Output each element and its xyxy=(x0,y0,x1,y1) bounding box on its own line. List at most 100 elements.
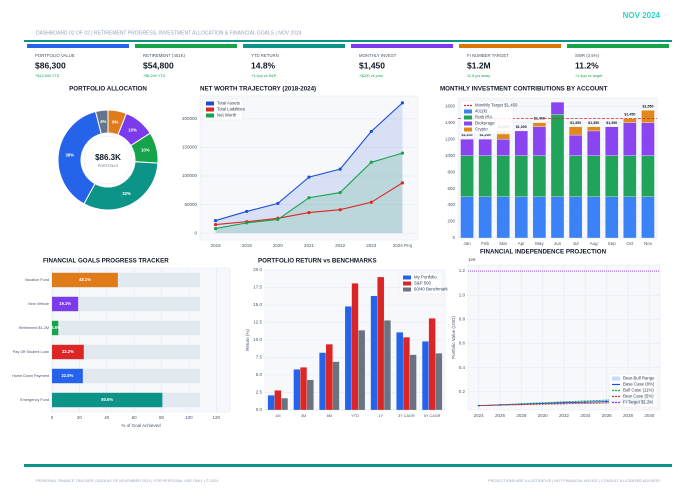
header-rule xyxy=(24,40,672,42)
x-tick-label: 40 xyxy=(104,415,110,420)
y-tick-label: 17.5 xyxy=(253,285,262,290)
bar xyxy=(383,320,391,411)
legend-swatch xyxy=(612,376,620,381)
y-tick-label: 400 xyxy=(447,202,455,207)
bar-segment xyxy=(478,155,492,197)
bar-segment xyxy=(550,101,565,115)
slice-label: 38% xyxy=(65,152,74,157)
kpi-label: SWR (3.5%) xyxy=(575,53,599,58)
kpi-card xyxy=(351,44,453,80)
total-label: $1,300 xyxy=(516,125,527,129)
x-tick-label: 6M xyxy=(327,414,332,418)
legend-label: My Portfolio xyxy=(414,275,437,280)
y-tick-label: 1400 xyxy=(445,120,456,125)
y-tick-label: 150000 xyxy=(182,145,198,150)
bar-segment xyxy=(568,196,583,239)
x-tick-label: May xyxy=(535,241,544,246)
point xyxy=(307,210,311,215)
y-axis-label: Return (%) xyxy=(245,329,250,351)
x-tick-label: 2021 xyxy=(304,243,315,248)
bar xyxy=(306,379,314,411)
x-tick-label: 2034 xyxy=(580,413,591,418)
x-tick-label: Feb xyxy=(481,241,489,246)
x-tick-label: Mar xyxy=(499,241,507,246)
x-tick-label: 2022 xyxy=(335,243,346,248)
legend-label: FI Target $1.2M xyxy=(623,400,653,405)
y-tick-label: Retirement $1.2M xyxy=(19,326,49,330)
bar xyxy=(325,344,333,411)
legend-label: Base Case (8%) xyxy=(623,382,655,387)
total-label: $1,200 xyxy=(462,133,473,137)
legend-swatch xyxy=(403,287,411,292)
bar-segment xyxy=(496,196,510,239)
kpi-card xyxy=(135,44,237,80)
kpi-value: $54,800 xyxy=(143,60,174,70)
bar-segment xyxy=(532,126,547,156)
point xyxy=(213,226,218,231)
y-tick-label: 0 xyxy=(194,230,197,235)
bar xyxy=(281,398,288,411)
bar xyxy=(435,353,443,411)
bar-segment xyxy=(568,134,583,156)
x-tick-label: Oct xyxy=(626,241,634,246)
y-tick-label: 1000 xyxy=(445,153,456,158)
x-tick-label: 2018 xyxy=(211,243,222,248)
center-value: $86.3K xyxy=(95,153,121,162)
y-tick-label: 0.2 xyxy=(459,389,466,394)
bar xyxy=(52,296,79,312)
x-tick-label: 2028 xyxy=(516,413,527,418)
slice-label: 32% xyxy=(122,191,131,196)
y-tick-label: 1600 xyxy=(445,103,456,108)
header-date: NOV 2024 xyxy=(623,11,661,20)
slice-label: 10% xyxy=(141,148,150,153)
goal-track xyxy=(52,320,200,336)
point xyxy=(276,201,280,206)
x-tick-label: 2024 xyxy=(474,413,485,418)
y-tick-label: 7.5 xyxy=(256,355,263,360)
chart-title: PORTFOLIO RETURN vs BENCHMARKS xyxy=(258,258,377,265)
x-tick-label: 2020 xyxy=(273,243,284,248)
kpi-card xyxy=(243,44,345,80)
legend-label: Total Liabilities xyxy=(217,107,245,112)
kpi-accent xyxy=(135,44,237,48)
bar xyxy=(267,395,275,411)
bar xyxy=(319,352,327,411)
legend-label: Total Assets xyxy=(217,101,240,106)
total-label: $1,350 xyxy=(588,121,599,125)
legend-label: Roth IRA xyxy=(475,115,493,120)
point xyxy=(400,181,405,185)
x-tick-label: Jan xyxy=(463,241,471,246)
x-tick-label: 5Y CAGR xyxy=(424,414,441,418)
x-tick-label: 2038 xyxy=(623,413,634,418)
chart-title: MONTHLY INVESTMENT CONTRIBUTIONS BY ACCO… xyxy=(440,86,608,93)
x-tick-label: 2032 xyxy=(559,413,570,418)
goal-track xyxy=(52,344,200,360)
y-tick-label: 15.0 xyxy=(253,302,262,307)
y-tick-label: 2.5 xyxy=(256,390,263,395)
bar-segment xyxy=(623,122,637,156)
kpi-accent xyxy=(27,44,129,48)
bar-segment xyxy=(514,196,528,239)
point xyxy=(400,151,405,155)
y-tick-label: New Vehicle xyxy=(28,302,49,306)
point xyxy=(584,401,587,404)
bar xyxy=(396,332,404,411)
y-axis-label: Portfolio Value (USD) xyxy=(451,316,456,359)
y-tick-label: 20.0 xyxy=(253,267,262,272)
legend-label: Monthly Target $1,450 xyxy=(475,103,518,108)
bar-segment xyxy=(532,155,547,197)
bar-segment xyxy=(587,126,601,132)
bar xyxy=(377,276,385,411)
bar-segment xyxy=(623,118,637,123)
legend-label: Brokerage xyxy=(475,121,495,126)
point xyxy=(563,401,565,404)
bar-segment xyxy=(587,196,601,239)
legend-swatch xyxy=(206,107,214,112)
legend-swatch xyxy=(206,101,214,106)
kpi-card xyxy=(459,44,561,80)
center-label: PORTFOLIO xyxy=(98,164,118,168)
legend-label: Crypto xyxy=(475,127,488,132)
bar-segment xyxy=(641,196,655,239)
kpi-sub: +$12,840 YTD xyxy=(35,74,60,78)
x-tick-label: 2023 xyxy=(366,243,377,248)
